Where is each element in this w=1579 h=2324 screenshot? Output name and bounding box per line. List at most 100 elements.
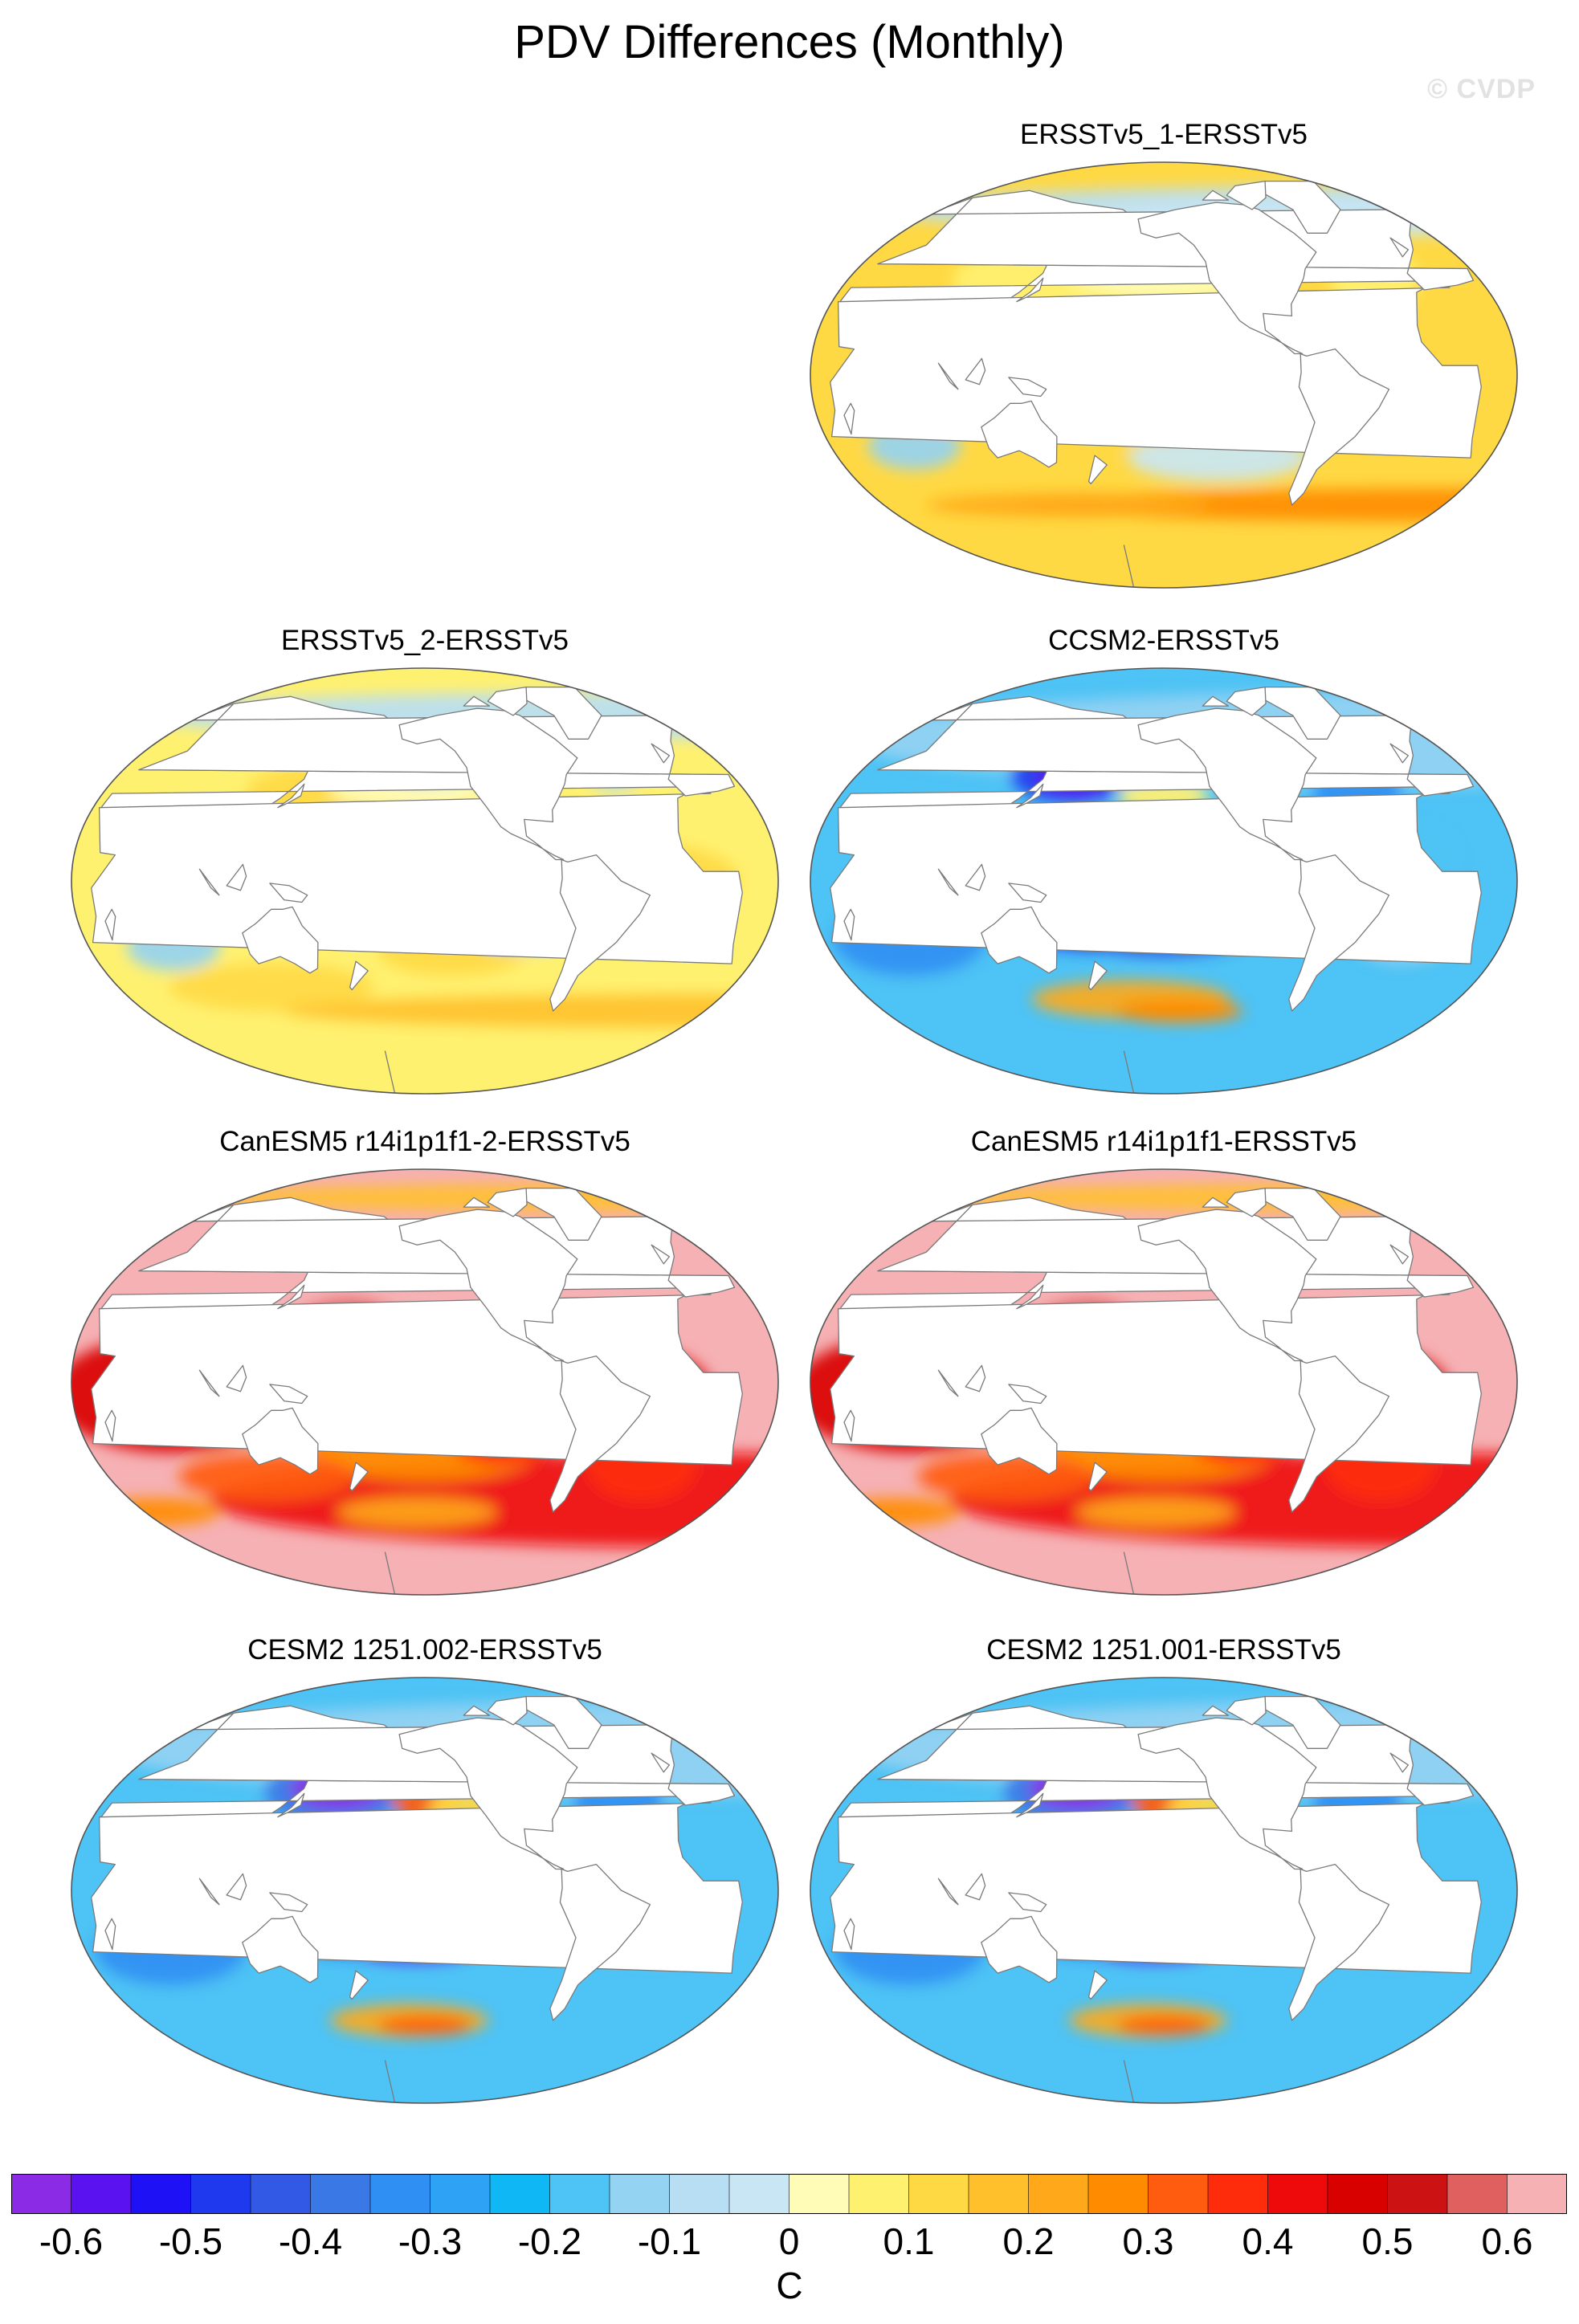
- colorbar-swatch: [549, 2174, 610, 2214]
- colorbar-swatch: [430, 2174, 491, 2214]
- land-mask: [91, 1291, 743, 1466]
- panel-3: CCSM2-ERSSTv5: [798, 625, 1529, 1107]
- colorbar-tick-label: -0.2: [517, 2220, 582, 2262]
- panel-title: CESM2 1251.002-ERSSTv5: [247, 1634, 602, 1666]
- land-mask: [830, 1291, 1482, 1466]
- figure-title: PDV Differences (Monthly): [514, 16, 1065, 68]
- land-mask: [1226, 686, 1267, 716]
- colorbar-swatch: [968, 2174, 1030, 2214]
- land-mask: [1202, 695, 1230, 707]
- land-mask: [1262, 686, 1341, 740]
- land-mask: [1087, 1970, 1108, 2000]
- land-mask: [965, 357, 986, 385]
- colorbar-swatch: [1327, 2174, 1389, 2214]
- panel-map: [71, 1168, 779, 1596]
- colorbar-swatch: [1028, 2174, 1089, 2214]
- anomaly-region: [169, 964, 374, 1011]
- land-mask: [1087, 960, 1108, 991]
- panel-map: [71, 667, 779, 1095]
- panel-map: [810, 1168, 1518, 1596]
- colorbar-tick-label: 0.2: [1002, 2220, 1055, 2262]
- land-mask: [1262, 1695, 1341, 1749]
- land-mask: [242, 1915, 319, 1984]
- colorbar-tick-label: -0.1: [637, 2220, 702, 2262]
- anomaly-region: [337, 1498, 496, 1527]
- colorbar-tick-label: 0.3: [1122, 2220, 1174, 2262]
- anomaly-region: [1116, 999, 1243, 1023]
- land-mask: [523, 1187, 602, 1241]
- land-mask: [487, 1695, 528, 1726]
- colorbar-swatch: [848, 2174, 910, 2214]
- panel-title: CanESM5 r14i1p1f1-ERSSTv5: [970, 1126, 1357, 1157]
- colorbar-swatch: [369, 2174, 431, 2214]
- colorbar-swatch: [130, 2174, 192, 2214]
- panel-title: ERSSTv5_1-ERSSTv5: [1020, 119, 1308, 150]
- panel-6: CESM2 1251.002-ERSSTv5: [59, 1634, 790, 2116]
- panel-title: CESM2 1251.001-ERSSTv5: [986, 1634, 1341, 1666]
- panel-title: ERSSTv5_2-ERSSTv5: [281, 625, 569, 656]
- colorbar-tick-label: 0.5: [1361, 2220, 1414, 2262]
- panel-4: CanESM5 r14i1p1f1-2-ERSSTv5: [59, 1126, 790, 1608]
- land-mask: [1137, 202, 1317, 355]
- land-mask: [1137, 1717, 1317, 1870]
- land-mask: [937, 868, 959, 896]
- land-mask: [937, 1878, 959, 1906]
- colorbar-swatch: [609, 2174, 671, 2214]
- land-mask: [830, 790, 1482, 964]
- land-mask: [269, 883, 308, 903]
- colorbar-tick-label: 0: [778, 2220, 800, 2262]
- land-mask: [523, 1695, 602, 1749]
- land-mask: [549, 1863, 651, 2021]
- land-mask: [549, 854, 651, 1012]
- land-mask: [1226, 1187, 1267, 1217]
- colorbar-swatch: [190, 2174, 251, 2214]
- land-mask: [965, 1364, 986, 1392]
- colorbar-tick-label: 0.6: [1481, 2220, 1533, 2262]
- land-mask: [830, 1800, 1482, 1974]
- land-mask: [349, 1462, 369, 1492]
- land-mask: [1389, 237, 1410, 258]
- land-mask: [104, 908, 116, 941]
- anomaly-region: [831, 1498, 958, 1527]
- land-mask: [226, 1364, 247, 1392]
- colorbar-tick-label: 0.4: [1242, 2220, 1294, 2262]
- panel-title: CCSM2-ERSSTv5: [1048, 625, 1279, 656]
- anomaly-region: [926, 493, 1212, 517]
- panel-7: CESM2 1251.001-ERSSTv5: [798, 1634, 1529, 2116]
- land-mask: [523, 686, 602, 740]
- land-mask: [349, 1970, 369, 2000]
- land-mask: [965, 1873, 986, 1901]
- land-mask: [1123, 1050, 1135, 1094]
- land-mask: [1123, 1551, 1135, 1595]
- land-mask: [1016, 783, 1044, 809]
- colorbar: [11, 2174, 1567, 2214]
- land-mask: [1262, 180, 1341, 234]
- anomaly-region: [1116, 2016, 1211, 2035]
- land-mask: [1288, 854, 1390, 1012]
- colorbar-swatch: [489, 2174, 551, 2214]
- map-frame: [810, 1677, 1518, 2104]
- land-mask: [242, 906, 319, 974]
- land-mask: [242, 1407, 319, 1475]
- colorbar-swatch: [71, 2174, 132, 2214]
- land-mask: [1016, 277, 1044, 303]
- land-mask: [104, 1409, 116, 1442]
- land-mask: [843, 1918, 855, 1951]
- colorbar-swatch: [250, 2174, 312, 2214]
- anomaly-region: [1076, 1498, 1235, 1527]
- colorbar-swatch: [789, 2174, 850, 2214]
- map-frame: [810, 1168, 1518, 1596]
- map-frame: [810, 667, 1518, 1095]
- panel-map: [810, 1677, 1518, 2104]
- land-mask: [269, 1384, 308, 1405]
- land-mask: [843, 1409, 855, 1442]
- land-mask: [384, 1551, 396, 1595]
- land-mask: [1226, 180, 1267, 210]
- land-mask: [1389, 743, 1410, 764]
- land-mask: [91, 1800, 743, 1974]
- land-mask: [651, 1752, 671, 1773]
- land-mask: [349, 960, 369, 991]
- land-mask: [1087, 455, 1108, 485]
- panel-title: CanESM5 r14i1p1f1-2-ERSSTv5: [219, 1126, 630, 1157]
- colorbar-swatch: [1267, 2174, 1328, 2214]
